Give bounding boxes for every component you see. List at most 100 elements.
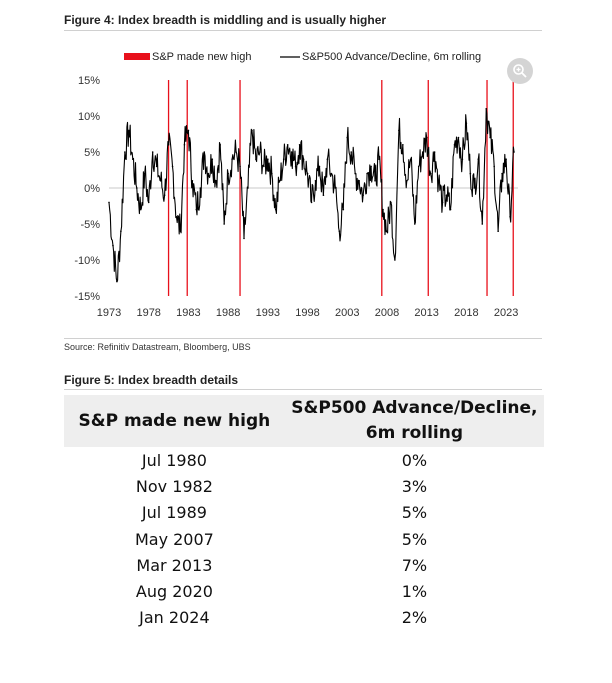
adv-decline-point <box>183 144 186 146</box>
adv-decline-point <box>374 180 376 182</box>
x-tick-label: 2013 <box>414 307 438 319</box>
adv-decline-point <box>350 151 353 153</box>
x-tick-label: 1983 <box>176 307 200 319</box>
cell-date: May 2007 <box>134 529 214 549</box>
adv-decline-point <box>421 151 424 153</box>
adv-decline-point <box>449 208 452 211</box>
adv-decline-point <box>318 165 321 168</box>
breadth-details-table: S&P made new high S&P500 Advance/Decline… <box>64 395 544 631</box>
adv-decline-point <box>207 172 210 175</box>
adv-decline-point <box>402 144 404 146</box>
adv-decline-point <box>310 201 313 204</box>
adv-decline-point <box>342 208 345 211</box>
table-header-row: S&P made new high S&P500 Advance/Decline… <box>64 395 544 447</box>
table-row: Mar 2013 7% <box>64 552 544 578</box>
adv-decline-point <box>469 172 472 175</box>
adv-decline-point <box>274 208 277 211</box>
legend-new-high-swatch <box>124 53 150 60</box>
adv-decline-point <box>417 165 420 168</box>
adv-decline-point <box>453 144 456 146</box>
adv-decline-point <box>437 180 440 182</box>
adv-decline-point <box>394 259 396 261</box>
cell-value: 5% <box>401 529 428 549</box>
adv-decline-point <box>271 172 273 175</box>
adv-decline-point <box>493 165 495 168</box>
adv-decline-point <box>255 158 257 160</box>
adv-decline-point <box>489 136 492 139</box>
adv-decline-point <box>263 165 265 168</box>
adv-decline-point <box>501 172 503 175</box>
adv-decline-point <box>278 180 281 182</box>
cell-date: Nov 1982 <box>135 476 213 496</box>
cell-date: Jul 1989 <box>141 503 207 523</box>
adv-decline-point <box>398 129 400 132</box>
cell-value: 7% <box>401 555 428 575</box>
adv-decline-point <box>425 136 428 139</box>
adv-decline-point <box>267 158 269 160</box>
adv-decline-point <box>326 158 329 160</box>
y-tick-label: -15% <box>74 291 100 303</box>
adv-decline-point <box>163 194 166 196</box>
y-tick-label: -10% <box>74 255 100 267</box>
adv-decline-point <box>227 172 229 175</box>
x-tick-label: 1993 <box>256 307 280 319</box>
figure4-title-rule <box>64 30 542 31</box>
adv-decline-point <box>306 172 309 175</box>
adv-decline-point <box>445 194 448 196</box>
adv-decline-point <box>223 223 225 225</box>
adv-decline-point <box>457 136 460 139</box>
adv-decline-point <box>362 194 364 196</box>
adv-decline-point <box>187 129 190 132</box>
y-tick-label: 15% <box>78 75 100 87</box>
x-tick-label: 1973 <box>97 307 121 319</box>
adv-decline-point <box>243 237 245 240</box>
breadth-chart: S&P made new high S&P500 Advance/Decline,… <box>74 51 518 319</box>
adv-decline-point <box>120 230 122 232</box>
adv-decline-point <box>378 158 380 160</box>
adv-decline-series-line <box>108 108 515 283</box>
y-tick-label: -5% <box>80 219 100 231</box>
adv-decline-point <box>513 151 515 153</box>
cell-value: 1% <box>401 582 428 602</box>
adv-decline-point <box>112 244 114 247</box>
adv-decline-point <box>461 158 464 160</box>
x-tick-label: 1998 <box>295 307 319 319</box>
figure5-title: Figure 5: Index breadth details <box>64 373 239 387</box>
x-tick-label: 2023 <box>494 307 518 319</box>
adv-decline-point <box>108 201 110 204</box>
cell-value: 5% <box>401 503 428 523</box>
adv-decline-point <box>135 187 138 189</box>
adv-decline-point <box>179 230 182 232</box>
x-tick-label: 1978 <box>136 307 160 319</box>
adv-decline-point <box>132 158 134 160</box>
cell-date: Jan 2024 <box>139 608 210 628</box>
adv-decline-point <box>406 180 408 182</box>
adv-decline-point <box>473 187 476 189</box>
adv-decline-point <box>485 108 488 110</box>
header-new-high: S&P made new high <box>64 395 285 447</box>
adv-decline-point <box>286 144 289 146</box>
table-row: Nov 1982 3% <box>64 473 544 499</box>
adv-decline-point <box>390 201 392 204</box>
cell-value: 3% <box>401 476 428 496</box>
table-row: Jul 1989 5% <box>64 500 544 526</box>
table-row: Jan 2024 2% <box>64 605 544 631</box>
adv-decline-point <box>477 158 480 160</box>
adv-decline-point <box>215 180 218 182</box>
header-new-high-label: S&P made new high <box>78 410 271 431</box>
adv-decline-point <box>358 180 360 182</box>
zoom-button[interactable] <box>507 58 533 84</box>
x-tick-label: 2018 <box>454 307 478 319</box>
adv-decline-point <box>151 151 154 153</box>
adv-decline-point <box>239 165 241 168</box>
adv-decline-point <box>330 172 333 175</box>
adv-decline-point <box>429 172 432 175</box>
cell-date: Mar 2013 <box>136 555 213 575</box>
adv-decline-point <box>433 151 436 153</box>
cell-value: 0% <box>401 450 428 470</box>
cell-value: 2% <box>401 608 428 628</box>
adv-decline-point <box>219 144 221 146</box>
cell-date: Jul 1980 <box>141 450 207 470</box>
adv-decline-point <box>231 158 233 160</box>
adv-decline-point <box>290 151 293 153</box>
